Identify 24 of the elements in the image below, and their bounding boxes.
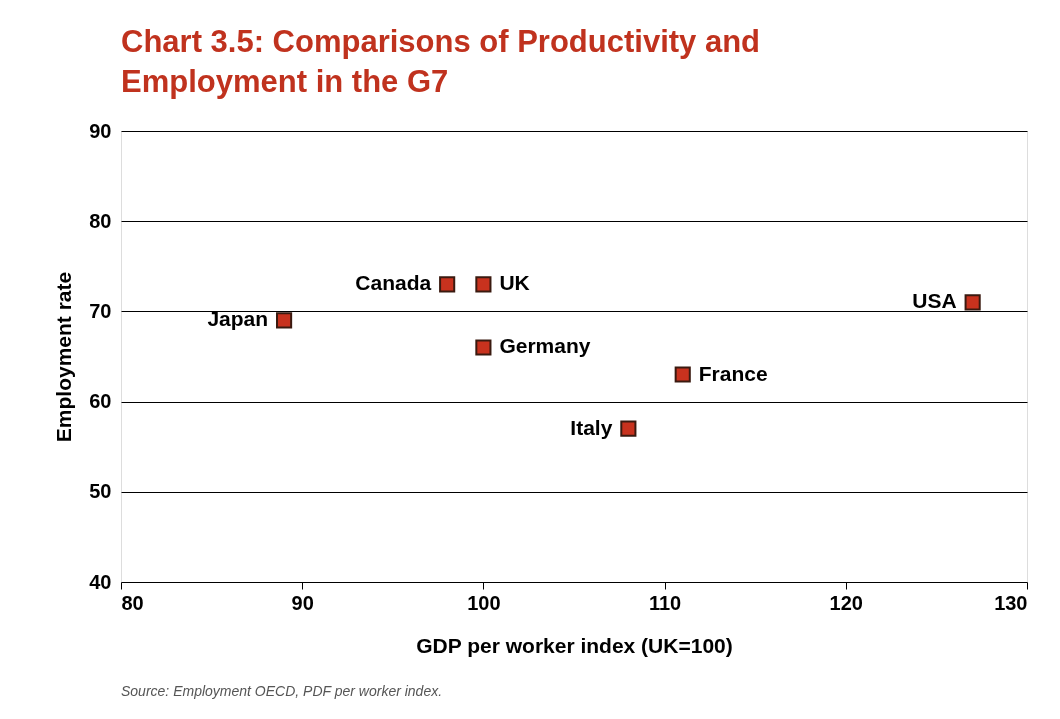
y-tick-label: 40 bbox=[89, 570, 112, 593]
x-tick-label: 90 bbox=[291, 591, 314, 614]
x-tick-label: 80 bbox=[121, 591, 144, 614]
x-axis-title: GDP per worker index (UK=100) bbox=[416, 633, 733, 657]
y-tick-label: 50 bbox=[89, 480, 112, 503]
annotation: Japan bbox=[207, 307, 269, 331]
y-tick-label: 60 bbox=[89, 390, 112, 413]
x-tick-label: 130 bbox=[994, 591, 1028, 614]
annotation: USA bbox=[912, 289, 957, 313]
annotation: UK bbox=[499, 271, 530, 295]
y-axis-title: Employment rate bbox=[52, 271, 76, 443]
source-note: Source: Employment OECD, PDF per worker index. bbox=[121, 683, 443, 699]
x-tick-label: 120 bbox=[829, 591, 863, 614]
annotation: Italy bbox=[570, 415, 613, 439]
annotation: Germany bbox=[499, 334, 591, 358]
y-tick-label: 80 bbox=[89, 209, 112, 232]
text: Employment in the G7 bbox=[121, 64, 449, 99]
x-tick-label: 100 bbox=[467, 591, 501, 614]
annotation: Canada bbox=[355, 271, 432, 295]
y-tick-label: 90 bbox=[89, 119, 112, 142]
x-tick-label: 110 bbox=[648, 591, 682, 614]
y-tick-label: 70 bbox=[89, 299, 112, 322]
text: Chart 3.5: Comparisons of Productivity and bbox=[121, 24, 761, 59]
annotation: France bbox=[698, 361, 768, 385]
